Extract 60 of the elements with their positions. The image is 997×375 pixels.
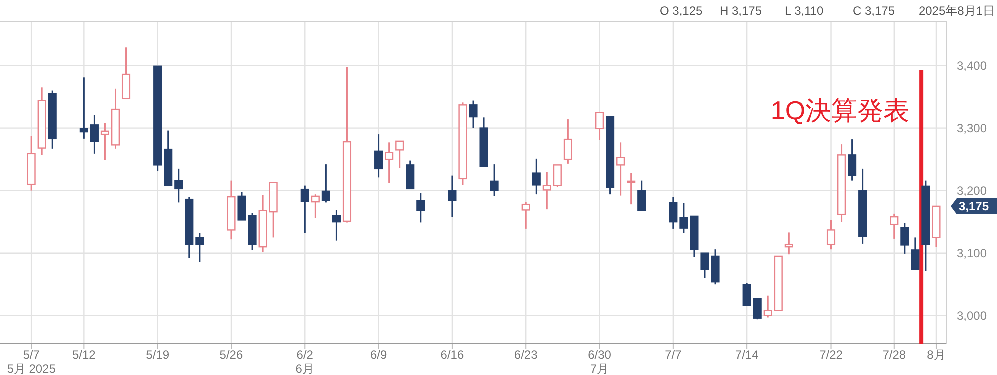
candlestick <box>627 172 636 206</box>
candlestick <box>490 164 499 198</box>
candlestick <box>700 252 710 280</box>
candlestick <box>669 196 678 230</box>
candlestick <box>542 171 552 210</box>
candlestick <box>385 142 394 184</box>
candlestick <box>522 201 530 230</box>
candlestick <box>900 222 910 255</box>
x-tick-label: 6/16 <box>440 348 464 362</box>
candlestick <box>416 192 426 224</box>
candlestick <box>311 194 320 220</box>
x-tick-label: 5/26 <box>220 348 244 362</box>
y-tick-label: 3,100 <box>956 246 988 260</box>
candlestick <box>595 112 604 141</box>
y-tick-label: 3,000 <box>956 308 988 323</box>
candlestick <box>322 164 330 204</box>
candlestick <box>764 295 772 318</box>
candlestick <box>100 122 110 161</box>
x-tick-label: 6/2 6月 <box>296 348 314 375</box>
x-tick-label: 7/22 <box>820 348 844 362</box>
x-tick-label: 6/23 <box>514 348 538 362</box>
candlestick <box>332 209 341 242</box>
x-tick-label: 6/30 7月 <box>588 348 612 375</box>
candlestick <box>174 168 184 204</box>
candlestick <box>374 134 384 178</box>
ref-line-label: 1Q決算発表 <box>770 96 910 126</box>
candlestick <box>90 114 99 155</box>
candlestick <box>80 76 88 140</box>
y-tick-label: 3,300 <box>956 121 988 136</box>
candlestick <box>826 219 836 250</box>
text: L 3,110 <box>785 4 824 18</box>
candlestick <box>448 175 457 218</box>
candlestick <box>848 138 857 182</box>
text: O 3,125 <box>660 4 704 18</box>
candlestick <box>638 180 646 212</box>
text: H 3,175 <box>720 4 762 18</box>
x-tick-label: 7/7 <box>665 348 682 362</box>
candlestick <box>564 118 572 165</box>
x-tick-label: 8月 <box>927 348 946 362</box>
text: C 3,175 <box>853 4 896 18</box>
x-tick-label: 7/14 <box>735 348 760 362</box>
y-tick-label: 3,200 <box>956 184 988 198</box>
x-tick-label: 5/7 5月 2025 <box>7 348 56 375</box>
y-tick-label: 3,400 <box>956 58 988 73</box>
candlestick <box>680 202 688 234</box>
candlestick <box>396 140 404 170</box>
x-tick-label: 5/12 <box>72 348 96 362</box>
candlestick <box>532 158 541 196</box>
candlestick <box>890 213 899 240</box>
candlestick <box>469 100 478 130</box>
text: 3,175 <box>959 199 990 214</box>
text: 2025年8月1日 <box>918 4 995 18</box>
candlestick <box>300 185 310 234</box>
x-tick-label: 5/19 <box>146 348 170 362</box>
x-tick-label: 7/28 <box>882 348 906 362</box>
candlestick <box>196 232 204 263</box>
candlestick <box>784 232 794 256</box>
candlestick <box>911 236 920 270</box>
x-tick-label: 6/9 <box>370 348 388 362</box>
candlestick <box>616 142 626 197</box>
